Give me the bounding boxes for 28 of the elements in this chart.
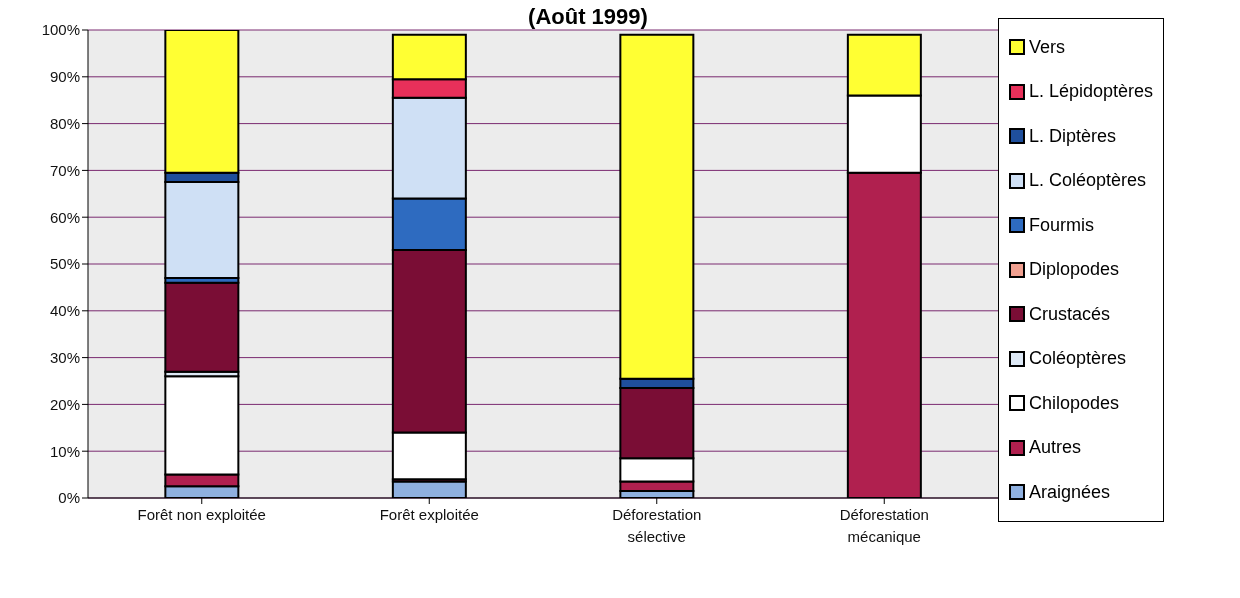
y-tick-label: 80% [49,114,80,132]
legend-label: Araignées [1029,481,1111,503]
bar [164,281,240,373]
x-tick-label: Forêt non exploitée [137,506,266,523]
legend-label: Chilopodes [1029,392,1120,414]
x-tick-label: Déforestation sélective [612,506,702,545]
y-tick-label: 40% [49,302,80,320]
legend-label: Diplopodes [1029,259,1120,281]
y-tick-label: 70% [49,161,80,179]
legend-label: Crustacés [1029,303,1111,325]
y-tick-label: 90% [49,68,80,86]
y-tick-label: 30% [49,348,80,366]
legend-label: L. Coléoptères [1029,170,1147,192]
chart-title: (Août 1999) [527,4,649,30]
y-tick-label: 10% [49,442,80,460]
x-tick-label: Forêt exploitée [379,506,479,523]
y-tick-label: 0% [58,489,80,507]
y-tick-label: 100% [41,21,80,39]
y-tick-label: 60% [49,208,80,226]
legend-label: L. Diptères [1029,125,1117,147]
x-tick-label: Déforestation mécanique [839,506,929,545]
legend-label: Fourmis [1029,214,1095,236]
y-tick-label: 50% [49,255,80,273]
legend-label: Autres [1029,437,1082,459]
legend-label: Coléoptères [1029,348,1127,370]
y-tick-label: 20% [49,395,80,413]
legend-label: Vers [1029,36,1066,58]
legend-label: L. Lépidoptères [1029,81,1154,103]
